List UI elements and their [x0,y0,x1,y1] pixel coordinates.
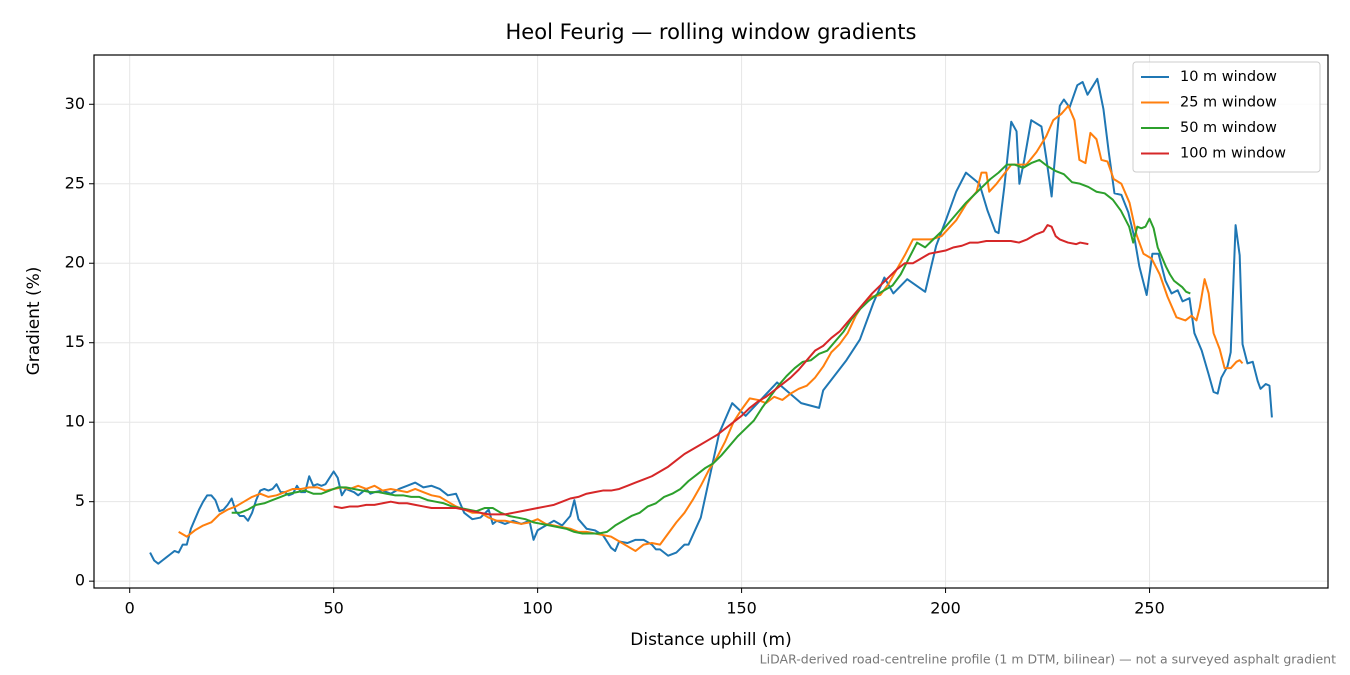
legend-label: 100 m window [1180,146,1286,162]
x-tick-label: 150 [726,599,757,618]
y-tick-label: 10 [65,412,85,431]
x-axis-label: Distance uphill (m) [630,630,791,650]
y-tick-label: 5 [75,491,85,510]
legend-label: 10 m window [1180,69,1277,85]
footnote: LiDAR-derived road-centreline profile (1… [760,652,1336,667]
legend-label: 50 m window [1180,120,1277,136]
y-tick-label: 30 [65,94,85,113]
data-line [333,224,1089,516]
data-line [149,77,1273,565]
legend-box [1132,61,1321,173]
x-tick-label: 100 [522,599,553,618]
y-tick-label: 0 [75,571,85,590]
y-tick-label: 25 [65,173,85,192]
data-line [231,158,1191,535]
chart-title: Heol Feurig — rolling window gradients [506,20,917,44]
y-tick-label: 15 [65,332,85,351]
legend: 10 m window 25 m window 50 m window 100 m w… [1132,61,1321,173]
x-tick-label: 50 [323,599,343,618]
y-axis-label: Gradient (%) [24,267,44,376]
legend-label: 25 m window [1180,95,1277,111]
x-tick-label: 0 [125,599,135,618]
y-tick-label: 20 [65,253,85,272]
x-tick-label: 200 [930,599,961,618]
x-tick-label: 250 [1134,599,1165,618]
plot-frame [93,54,1329,589]
